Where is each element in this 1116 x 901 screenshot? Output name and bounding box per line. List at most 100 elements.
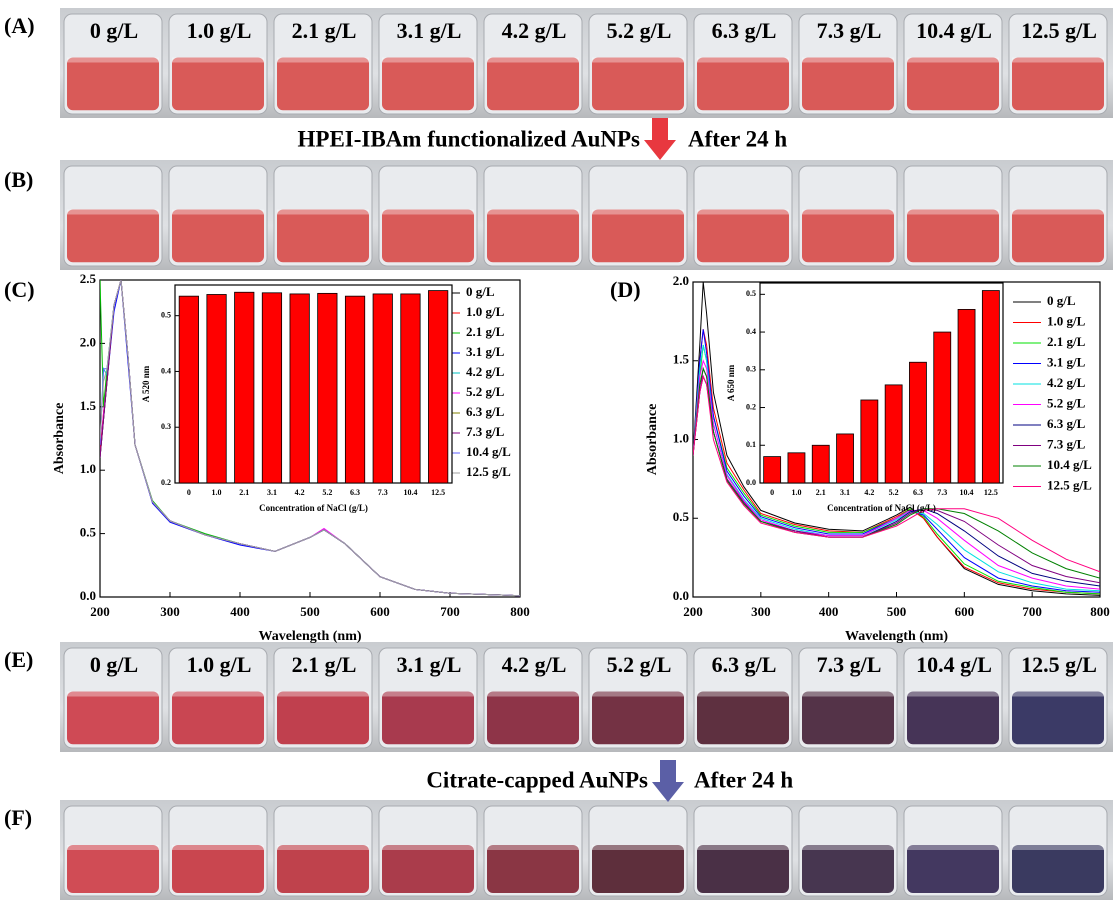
vial-label: 6.3 g/L (712, 652, 777, 677)
liquid (277, 845, 369, 893)
vial-label: 12.5 g/L (1021, 18, 1097, 43)
x-tick-label: 4.2 (295, 488, 305, 497)
meniscus (172, 845, 264, 850)
meniscus (382, 845, 474, 850)
liquid (382, 58, 474, 111)
y-tick-label: 0.5 (161, 311, 171, 320)
vial-label: 7.3 g/L (817, 18, 882, 43)
x-axis-label: Concentration of NaCl (g/L) (827, 503, 936, 513)
vial-label: 2.1 g/L (292, 652, 357, 677)
liquid (172, 692, 264, 745)
panel-label: (D) (610, 277, 641, 302)
meniscus (277, 210, 369, 215)
x-tick-label: 6.3 (913, 488, 923, 497)
liquid (382, 210, 474, 263)
x-tick-label: 400 (819, 604, 839, 619)
liquid (1012, 692, 1104, 745)
meniscus (172, 58, 264, 63)
vial-label: 10.4 g/L (916, 652, 992, 677)
legend-label: 2.1 g/L (1047, 334, 1086, 349)
vial-label: 5.2 g/L (607, 18, 672, 43)
bar (982, 291, 999, 483)
liquid (277, 58, 369, 111)
bar (318, 293, 337, 483)
bar (373, 294, 392, 483)
liquid (697, 58, 789, 111)
meniscus (592, 58, 684, 63)
bar (262, 293, 281, 483)
meniscus (67, 210, 159, 215)
x-tick-label: 7.3 (378, 488, 388, 497)
liquid (697, 692, 789, 745)
meniscus (697, 58, 789, 63)
x-axis-label: Wavelength (nm) (258, 629, 361, 644)
x-tick-label: 2.1 (816, 488, 826, 497)
meniscus (592, 210, 684, 215)
meniscus (277, 58, 369, 63)
y-axis-label: A 650 nm (726, 364, 736, 401)
x-tick-label: 700 (440, 604, 460, 619)
y-tick-label: 2.5 (80, 271, 97, 286)
liquid (1012, 845, 1104, 893)
liquid (907, 210, 999, 263)
liquid (172, 58, 264, 111)
x-tick-label: 10.4 (403, 488, 417, 497)
y-tick-label: 2.0 (80, 334, 96, 349)
meniscus (487, 845, 579, 850)
x-tick-label: 4.2 (864, 488, 874, 497)
liquid (907, 58, 999, 111)
vial-label: 5.2 g/L (607, 652, 672, 677)
meniscus (1012, 58, 1104, 63)
panel-label: (B) (4, 167, 33, 192)
x-tick-label: 3.1 (267, 488, 277, 497)
meniscus (67, 58, 159, 63)
meniscus (67, 692, 159, 697)
bar (909, 362, 926, 483)
legend-label: 1.0 g/L (466, 304, 505, 319)
liquid (592, 210, 684, 263)
legend-label: 5.2 g/L (466, 384, 505, 399)
y-tick-label: 1.0 (80, 461, 96, 476)
meniscus (907, 58, 999, 63)
y-tick-label: 1.0 (673, 430, 689, 445)
bar (861, 400, 878, 483)
bar (179, 296, 198, 483)
meniscus (172, 210, 264, 215)
liquid (697, 210, 789, 263)
legend-label: 1.0 g/L (1047, 313, 1086, 328)
y-tick-label: 0.2 (746, 402, 756, 411)
x-tick-label: 12.5 (984, 488, 998, 497)
vial-label: 4.2 g/L (502, 652, 567, 677)
meniscus (1012, 845, 1104, 850)
chart: 0.00.10.20.30.40.5A 650 nmConcentration … (726, 283, 1003, 513)
x-tick-label: 0 (770, 488, 774, 497)
liquid (592, 845, 684, 893)
y-tick-label: 0.4 (161, 366, 171, 375)
liquid (592, 692, 684, 745)
meniscus (382, 692, 474, 697)
liquid (487, 845, 579, 893)
vial-label: 0 g/L (90, 652, 138, 677)
liquid (802, 210, 894, 263)
photo-strip (60, 800, 1113, 900)
meniscus (907, 210, 999, 215)
vial-label: 10.4 g/L (916, 18, 992, 43)
liquid (67, 210, 159, 263)
liquid (487, 692, 579, 745)
meniscus (592, 692, 684, 697)
panel-label: (E) (4, 647, 33, 672)
legend-label: 7.3 g/L (1047, 436, 1086, 451)
x-tick-label: 1.0 (212, 488, 222, 497)
vial-label: 2.1 g/L (292, 18, 357, 43)
meniscus (487, 692, 579, 697)
liquid (697, 845, 789, 893)
meniscus (172, 692, 264, 697)
panel-label: (C) (4, 277, 35, 302)
meniscus (802, 210, 894, 215)
y-tick-label: 0.5 (673, 509, 690, 524)
y-tick-label: 1.5 (673, 352, 690, 367)
legend-label: 3.1 g/L (466, 344, 505, 359)
liquid (802, 845, 894, 893)
legend-label: 0 g/L (466, 284, 495, 299)
